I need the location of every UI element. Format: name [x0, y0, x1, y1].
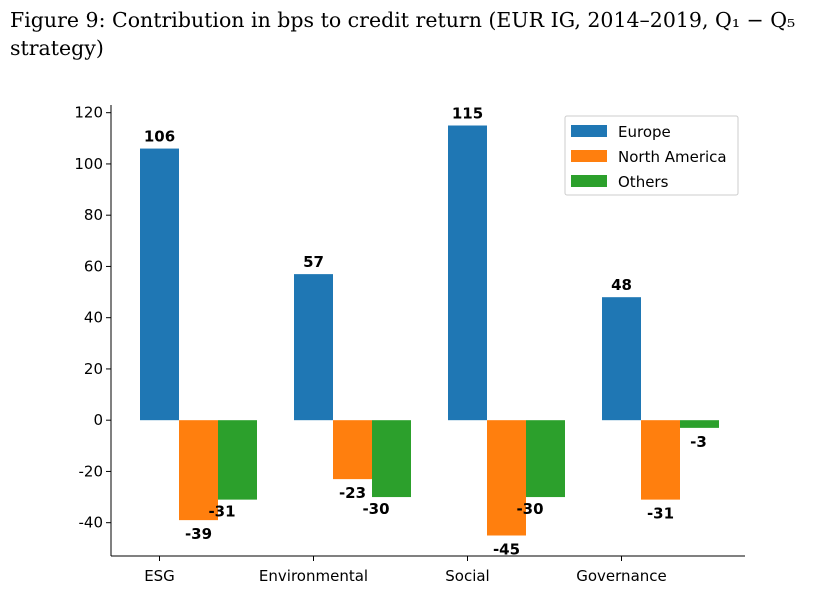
y-tick-label: 0 [93, 411, 103, 429]
y-tick-label: 100 [74, 155, 103, 173]
data-label: -39 [185, 525, 212, 543]
y-tick-label: 40 [84, 309, 103, 327]
data-label: 48 [611, 276, 632, 294]
x-tick-label: Environmental [259, 567, 368, 585]
bar-north-america [333, 420, 372, 480]
bar-europe [448, 125, 487, 421]
data-label: 115 [452, 105, 483, 123]
y-tick-label: -40 [79, 514, 104, 532]
legend-swatch [571, 150, 607, 162]
y-tick-label: -20 [79, 462, 104, 480]
y-tick-label: 60 [84, 257, 103, 275]
data-label: -30 [516, 500, 543, 518]
data-label: -45 [493, 541, 520, 559]
x-tick-label: ESG [144, 567, 175, 585]
bar-europe [602, 297, 641, 421]
x-tick-label: Social [445, 567, 489, 585]
legend-label: Europe [618, 123, 671, 141]
data-label: 57 [303, 253, 324, 271]
bar-others [680, 420, 719, 428]
data-label: -31 [208, 503, 235, 521]
bar-europe [294, 274, 333, 421]
legend-swatch [571, 125, 607, 137]
bar-europe [140, 148, 179, 421]
bar-others [218, 420, 257, 500]
bar-north-america [179, 420, 218, 521]
legend-label: North America [618, 148, 727, 166]
y-tick-label: 120 [74, 104, 103, 122]
bar-others [372, 420, 411, 498]
legend-box [564, 115, 739, 196]
data-label: -23 [339, 484, 366, 502]
bar-north-america [487, 420, 526, 536]
bar-others [526, 420, 565, 498]
bar-north-america [641, 420, 680, 500]
legend-label: Others [618, 173, 669, 191]
data-label: -31 [647, 505, 674, 523]
data-label: 106 [144, 128, 175, 146]
figure-caption: Figure 9: Contribution in bps to credit … [10, 8, 796, 60]
x-tick-label: Governance [576, 567, 667, 585]
y-tick-label: 80 [84, 206, 103, 224]
legend-swatch [571, 175, 607, 187]
y-tick-label: 20 [84, 360, 103, 378]
data-label: -3 [690, 433, 707, 451]
data-label: -30 [362, 500, 389, 518]
